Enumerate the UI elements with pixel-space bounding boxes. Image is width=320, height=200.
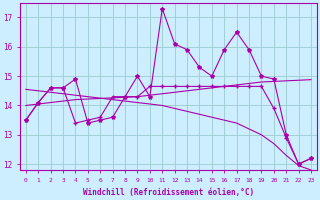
X-axis label: Windchill (Refroidissement éolien,°C): Windchill (Refroidissement éolien,°C) [83, 188, 254, 197]
